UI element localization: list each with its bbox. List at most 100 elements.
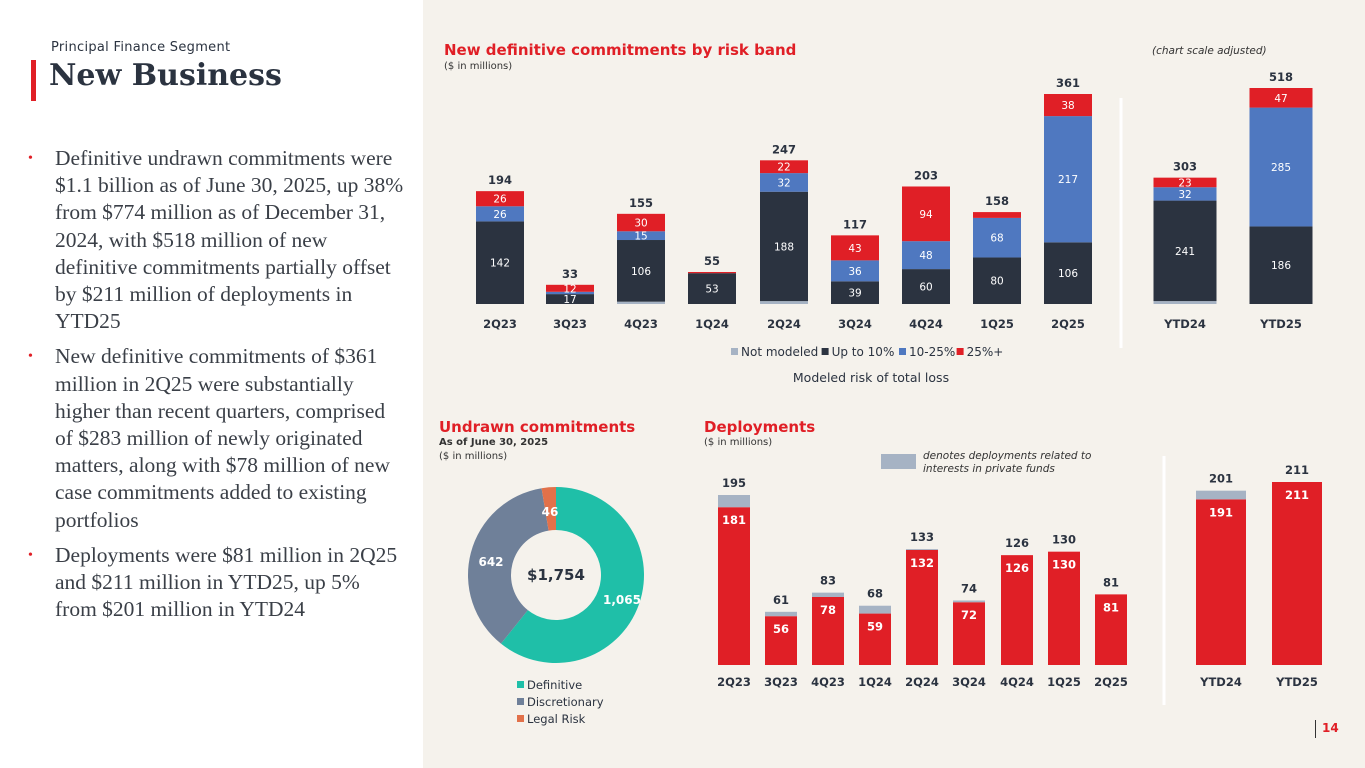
bar-segment-25- <box>902 186 950 242</box>
bar-total-label: 247 <box>772 142 796 156</box>
segment-label: 78 <box>820 603 836 617</box>
bar-total-label: 303 <box>1173 160 1197 174</box>
bullet-item: • Deployments were $81 million in 2Q25 an… <box>28 542 398 622</box>
segment-label: 132 <box>910 556 934 570</box>
slice-label: 642 <box>478 555 503 569</box>
legend-note-line-1: denotes deployments related to <box>923 450 1091 462</box>
bar-total-label: 74 <box>961 581 977 595</box>
segment-label: 217 <box>1058 174 1078 186</box>
segment-label: 181 <box>722 513 746 527</box>
segment-label: 106 <box>631 266 651 278</box>
donut-slice-definitive <box>500 487 644 663</box>
bar-private-funds <box>718 495 750 508</box>
bar-private-funds <box>953 600 985 603</box>
bar-total-label: 518 <box>1269 70 1293 84</box>
bar-deployments <box>765 616 797 665</box>
bar-segment-up-to-10- <box>831 281 879 304</box>
x-tick-label: 2Q25 <box>1094 675 1128 689</box>
x-tick-label: 4Q24 <box>909 317 943 331</box>
bar-segment-10-25- <box>476 206 524 222</box>
bar-private-funds <box>765 611 797 617</box>
segment-label: 142 <box>490 258 510 270</box>
segment-label: 17 <box>563 294 576 306</box>
x-tick-label: 1Q24 <box>695 317 729 331</box>
bar-segment-25- <box>546 284 594 292</box>
segment-label: 26 <box>493 209 507 221</box>
bar-deployments <box>1001 555 1033 665</box>
segment-label: 81 <box>1103 600 1119 614</box>
bar-deployments <box>859 613 891 665</box>
segment-label: 15 <box>634 231 647 243</box>
ytd-bar-segment-25- <box>1153 177 1217 188</box>
bar-total-label: 201 <box>1209 472 1233 486</box>
bar-segment-10-25- <box>973 217 1021 258</box>
legend-label: Not modeled <box>741 345 818 359</box>
legend-note-line-2: interests in private funds <box>923 463 1055 475</box>
x-tick-label: 1Q25 <box>1047 675 1081 689</box>
bar-total-label: 130 <box>1052 533 1076 547</box>
private-funds-legend-swatch <box>881 454 916 469</box>
bar-segment-not-modeled <box>617 301 665 304</box>
bullet-icon: • <box>28 349 33 365</box>
legend-label: Legal Risk <box>527 712 586 726</box>
bar-total-label: 117 <box>843 217 867 231</box>
legend-swatch <box>821 348 829 355</box>
bar-deployments <box>1196 499 1246 665</box>
segment-label: 68 <box>990 233 1003 245</box>
x-tick-label: 3Q23 <box>553 317 587 331</box>
x-tick-label: 3Q23 <box>764 675 798 689</box>
bar-total-label: 203 <box>914 168 938 182</box>
segment-label: 38 <box>1061 100 1074 112</box>
x-tick-label: 4Q23 <box>811 675 845 689</box>
bar-segment-up-to-10- <box>546 294 594 304</box>
segment-label: 130 <box>1052 558 1076 572</box>
bar-total-label: 33 <box>562 267 578 281</box>
x-tick-label: 3Q24 <box>952 675 986 689</box>
page-number: 14 <box>1322 721 1339 735</box>
bar-segment-25- <box>688 272 736 274</box>
ytd-bar-segment-25- <box>1249 88 1313 108</box>
donut-slice-legal-risk <box>541 487 556 531</box>
legend-swatch <box>517 681 524 688</box>
bullet-item: • Definitive undrawn commitments were $1.… <box>28 146 404 334</box>
bar-segment-10-25- <box>1044 116 1092 243</box>
bar-segment-25- <box>617 213 665 232</box>
bar-segment-up-to-10- <box>688 273 736 304</box>
bar-deployments <box>906 549 938 665</box>
deployments-chart-subtitle: ($ in millions) <box>704 437 773 448</box>
title-accent-bar <box>31 60 36 101</box>
segment-label: 30 <box>634 218 647 230</box>
bar-total-label: 158 <box>985 194 1009 208</box>
x-tick-label: 3Q24 <box>838 317 872 331</box>
slice-label: 46 <box>542 505 559 519</box>
bar-segment-10-25- <box>617 231 665 241</box>
slice-label: 1,065 <box>603 593 641 607</box>
ytd-bar-segment-not-modeled <box>1153 301 1217 304</box>
x-tick-label: 2Q24 <box>767 317 801 331</box>
bar-segment-10-25- <box>760 173 808 192</box>
bar-total-label: 83 <box>820 574 836 588</box>
x-tick-label: 1Q24 <box>858 675 892 689</box>
x-tick-label: 2Q23 <box>483 317 517 331</box>
bar-total-label: 211 <box>1285 463 1309 477</box>
bar-deployments <box>718 507 750 665</box>
scale-adjusted-note: (chart scale adjusted) <box>1152 45 1267 57</box>
bullet-icon: • <box>28 547 33 563</box>
bar-segment-up-to-10- <box>476 221 524 304</box>
legend-swatch <box>731 348 738 355</box>
bar-total-label: 55 <box>704 254 720 268</box>
segment-label: 186 <box>1271 260 1291 272</box>
undrawn-chart-date: As of June 30, 2025 <box>439 437 549 448</box>
segment-label: 56 <box>773 622 789 636</box>
segment-label: 47 <box>1274 93 1287 105</box>
segment-label: 106 <box>1058 268 1078 280</box>
segment-label: 211 <box>1285 488 1309 502</box>
x-tick-label: YTD25 <box>1275 675 1318 689</box>
bar-segment-10-25- <box>831 260 879 282</box>
segment-label: 53 <box>705 284 718 296</box>
bar-segment-25- <box>476 191 524 207</box>
bar-deployments <box>953 602 985 665</box>
bar-segment-25- <box>1044 94 1092 117</box>
segment-label: 32 <box>777 177 790 189</box>
